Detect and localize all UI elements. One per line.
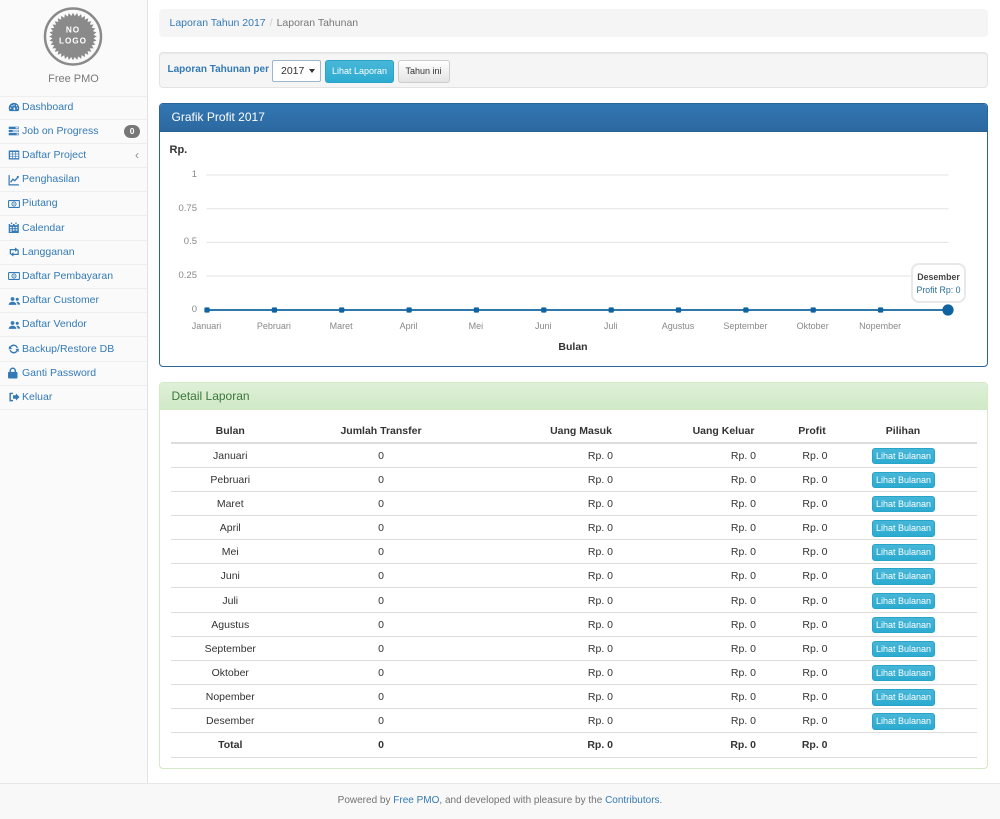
svg-text:NO: NO (66, 26, 80, 35)
svg-text:LOGO: LOGO (59, 37, 87, 46)
